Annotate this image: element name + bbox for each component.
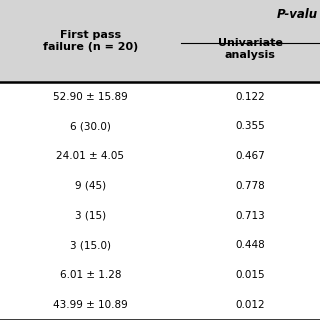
FancyBboxPatch shape [0,141,320,171]
Text: 3 (15): 3 (15) [75,211,106,221]
Text: 3 (15.0): 3 (15.0) [70,241,111,251]
Text: 0.448: 0.448 [236,241,265,251]
Text: 43.99 ± 10.89: 43.99 ± 10.89 [53,300,128,310]
Text: 0.467: 0.467 [236,151,265,161]
Text: 0.355: 0.355 [236,121,265,131]
Text: 9 (45): 9 (45) [75,181,106,191]
Text: 24.01 ± 4.05: 24.01 ± 4.05 [56,151,124,161]
Text: Univariate
analysis: Univariate analysis [218,38,283,60]
FancyBboxPatch shape [0,290,320,320]
Text: 52.90 ± 15.89: 52.90 ± 15.89 [53,92,128,101]
Text: 0.713: 0.713 [236,211,265,221]
Text: P-valu: P-valu [277,8,318,21]
FancyBboxPatch shape [0,171,320,201]
Text: 6 (30.0): 6 (30.0) [70,121,111,131]
Text: 6.01 ± 1.28: 6.01 ± 1.28 [60,270,121,280]
FancyBboxPatch shape [0,111,320,141]
FancyBboxPatch shape [0,0,320,82]
FancyBboxPatch shape [0,82,320,111]
Text: First pass
failure (n = 20): First pass failure (n = 20) [43,30,138,52]
FancyBboxPatch shape [0,231,320,260]
FancyBboxPatch shape [0,260,320,290]
FancyBboxPatch shape [0,201,320,231]
Text: 0.012: 0.012 [236,300,265,310]
Text: 0.778: 0.778 [236,181,265,191]
Text: 0.122: 0.122 [236,92,265,101]
Text: 0.015: 0.015 [236,270,265,280]
